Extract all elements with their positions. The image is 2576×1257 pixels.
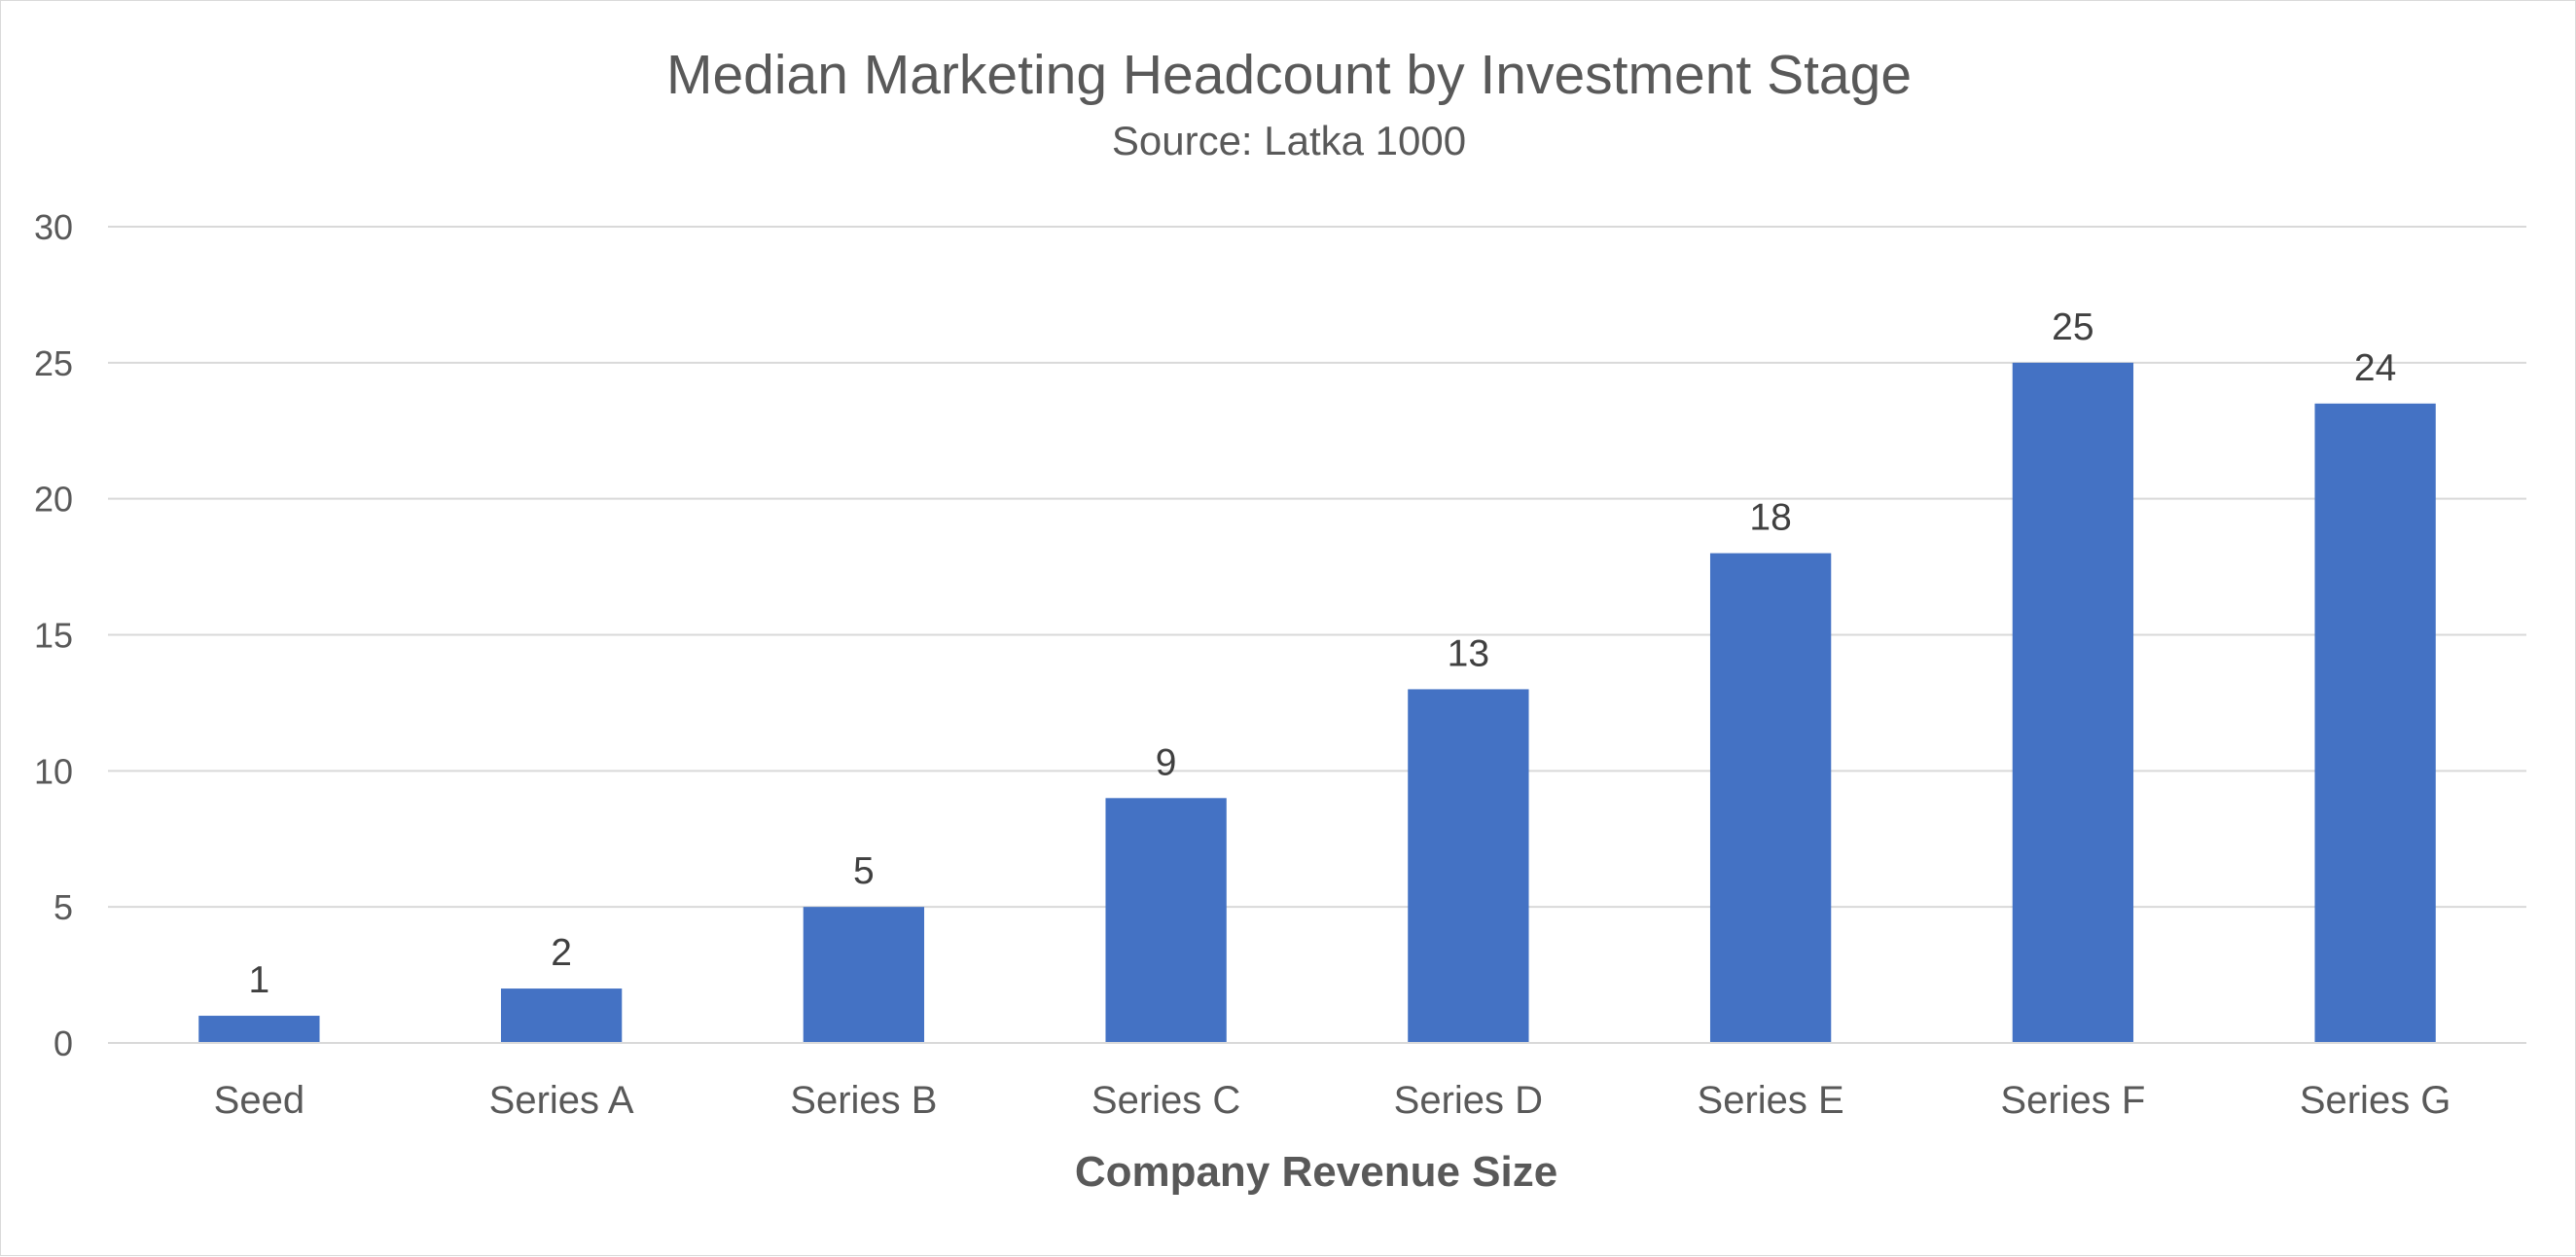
- bar-seed: [198, 1016, 320, 1043]
- data-label: 13: [1448, 632, 1489, 674]
- y-tick-label: 30: [34, 207, 73, 247]
- x-axis-categories: Seed Series A Series B Series C Series D Seri…: [214, 1079, 2451, 1122]
- data-label: 2: [551, 932, 572, 974]
- data-label: 9: [1156, 741, 1177, 783]
- category-label: Seed: [214, 1079, 304, 1122]
- category-label: Series G: [2300, 1079, 2451, 1122]
- category-label: Series F: [2000, 1079, 2145, 1122]
- chart-subtitle: Source: Latka 1000: [1112, 118, 1466, 163]
- data-label: 18: [1749, 497, 1791, 539]
- category-label: Series E: [1698, 1079, 1844, 1122]
- bar-series-c: [1105, 798, 1227, 1043]
- data-label: 5: [853, 850, 875, 892]
- bar-series-b: [803, 907, 925, 1043]
- y-axis-ticks: 0 5 10 15 20 25 30: [34, 207, 73, 1063]
- data-label: 24: [2354, 347, 2396, 389]
- bar-series-e: [1709, 553, 1832, 1043]
- y-tick-label: 15: [34, 616, 73, 656]
- y-tick-label: 10: [34, 751, 73, 791]
- bar-series-f: [2012, 362, 2134, 1043]
- x-axis-title: Company Revenue Size: [1075, 1148, 1557, 1196]
- category-label: Series D: [1394, 1079, 1543, 1122]
- bar-series-d: [1408, 689, 1529, 1043]
- bar-series-a: [500, 988, 623, 1043]
- category-label: Series A: [489, 1079, 634, 1122]
- y-tick-label: 20: [34, 480, 73, 520]
- y-tick-label: 5: [54, 887, 73, 927]
- bar-series-g: [2314, 403, 2436, 1043]
- y-tick-label: 0: [54, 1024, 73, 1063]
- data-label: 25: [2052, 306, 2093, 348]
- chart-title: Median Marketing Headcount by Investment…: [666, 44, 1912, 106]
- gridlines: [108, 226, 2526, 909]
- category-label: Series C: [1091, 1079, 1240, 1122]
- bars: [198, 362, 2436, 1043]
- category-label: Series B: [790, 1079, 937, 1122]
- data-label: 1: [249, 959, 270, 1001]
- y-tick-label: 25: [34, 343, 73, 383]
